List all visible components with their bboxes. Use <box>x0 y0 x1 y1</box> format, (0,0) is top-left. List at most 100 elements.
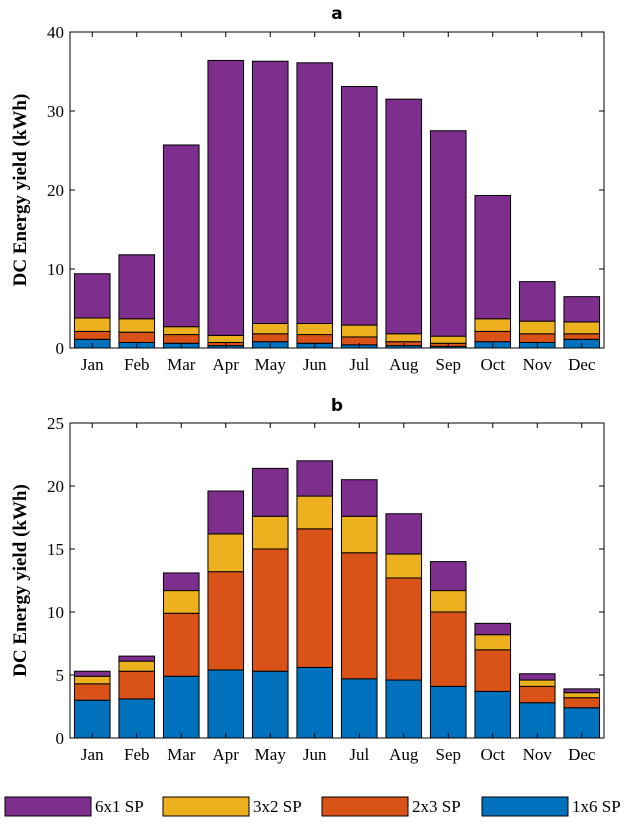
chart-a-bar-apr-3x2-sp <box>207 334 245 343</box>
chart-b-ytick-label: 5 <box>56 666 65 685</box>
legend-label-6x1-sp: 6x1 SP <box>95 797 144 816</box>
chart-a-xtick-label: Jun <box>303 355 327 374</box>
chart-b-bar-oct-3x2-sp <box>474 634 512 651</box>
chart-a-bar-oct-2x3-sp <box>474 330 512 343</box>
chart-b-xtick-label: Jul <box>349 745 369 764</box>
chart-a-bar-jun-6x1-sp <box>296 62 334 325</box>
chart-b-bar-dec-3x2-sp <box>563 692 601 699</box>
chart-b-bar-jan-1x6-sp <box>73 699 111 739</box>
chart-a-xtick-label: Aug <box>389 355 419 374</box>
chart-a-xtick-label: Sep <box>436 355 462 374</box>
chart-b-bar-jun-2x3-sp <box>296 528 334 668</box>
chart-a: a DC Energy yield (kWh) 0 10 20 30 40 Jan Feb Mar… <box>10 4 605 374</box>
chart-a-ytick-label: 30 <box>47 102 64 121</box>
chart-a-bar-oct-6x1-sp <box>474 195 512 320</box>
chart-b-bar-aug-1x6-sp <box>385 679 423 739</box>
chart-b-bars <box>73 460 601 739</box>
chart-b-bar-sep-3x2-sp <box>429 590 467 613</box>
chart-b-bar-jan-6x1-sp <box>73 670 111 677</box>
chart-a-bar-sep-6x1-sp <box>429 130 467 337</box>
chart-b-bar-jan-2x3-sp <box>73 683 111 701</box>
chart-a-ytick-label: 0 <box>56 339 65 358</box>
chart-a-ytick-label: 40 <box>47 23 64 42</box>
chart-b-xtick-label: May <box>255 745 287 764</box>
chart-b-axes-box <box>69 422 605 739</box>
chart-a-bar-mar-2x3-sp <box>162 334 200 344</box>
chart-a-xtick-label: Oct <box>480 355 505 374</box>
chart-b-bar-apr-1x6-sp <box>207 669 245 739</box>
chart-b-ytick-label: 0 <box>56 729 65 748</box>
chart-b-bar-sep-2x3-sp <box>429 611 467 687</box>
chart-a-ytick-label: 10 <box>47 260 64 279</box>
chart-a-bar-aug-3x2-sp <box>385 333 423 343</box>
chart-b-bar-may-6x1-sp <box>251 467 289 517</box>
chart-b-xtick-label: Sep <box>436 745 462 764</box>
chart-a-bar-nov-6x1-sp <box>518 281 556 322</box>
chart-a-bar-jul-6x1-sp <box>340 86 378 326</box>
chart-b-bar-feb-3x2-sp <box>118 660 156 672</box>
chart-b-bar-sep-1x6-sp <box>429 685 467 739</box>
chart-a-bar-mar-6x1-sp <box>162 144 200 328</box>
chart-b-bar-nov-2x3-sp <box>518 685 556 704</box>
chart-a-bar-sep-3x2-sp <box>429 335 467 344</box>
chart-b-bar-dec-2x3-sp <box>563 697 601 709</box>
chart-a-bar-jul-3x2-sp <box>340 324 378 338</box>
legend-swatch-6x1-sp <box>4 796 92 817</box>
chart-b-xtick-label: Feb <box>124 745 150 764</box>
chart-a-bar-nov-3x2-sp <box>518 320 556 335</box>
chart-b-bar-apr-3x2-sp <box>207 533 245 573</box>
chart-b-bar-jul-3x2-sp <box>340 515 378 554</box>
chart-b-bar-oct-6x1-sp <box>474 622 512 636</box>
chart-b-bar-mar-3x2-sp <box>162 590 200 614</box>
chart-b-bar-nov-3x2-sp <box>518 679 556 687</box>
chart-b-bar-apr-6x1-sp <box>207 490 245 535</box>
chart-b-bar-oct-2x3-sp <box>474 649 512 692</box>
chart-b-bar-jul-2x3-sp <box>340 552 378 680</box>
chart-b-bar-mar-6x1-sp <box>162 572 200 592</box>
chart-b-ytick-label: 15 <box>47 540 64 559</box>
legend-label-3x2-sp: 3x2 SP <box>253 797 302 816</box>
chart-b-bar-jul-1x6-sp <box>340 678 378 739</box>
legend-label-1x6-sp: 1x6 SP <box>572 797 621 816</box>
chart-b-bar-aug-3x2-sp <box>385 553 423 579</box>
chart-a-bar-dec-2x3-sp <box>563 333 601 340</box>
chart-b-xtick-label: Aug <box>389 745 419 764</box>
chart-a-xtick-label: Dec <box>568 355 596 374</box>
chart-a-bar-jan-2x3-sp <box>73 330 111 340</box>
chart-a-bar-mar-3x2-sp <box>162 326 200 336</box>
chart-b-title: b <box>331 396 343 416</box>
chart-b-bar-may-3x2-sp <box>251 515 289 550</box>
chart-a-bar-may-6x1-sp <box>251 60 289 325</box>
chart-a-bar-jan-3x2-sp <box>73 317 111 332</box>
legend-label-2x3-sp: 2x3 SP <box>412 797 461 816</box>
chart-b-bar-apr-2x3-sp <box>207 571 245 671</box>
chart-b-bar-jul-6x1-sp <box>340 479 378 517</box>
chart-b-bar-dec-6x1-sp <box>563 688 601 694</box>
chart-b-xtick-label: Mar <box>167 745 196 764</box>
chart-b-bar-jun-1x6-sp <box>296 666 334 739</box>
chart-b-bar-feb-6x1-sp <box>118 655 156 662</box>
legend-swatch-1x6-sp <box>481 796 569 817</box>
chart-b-bar-jun-3x2-sp <box>296 495 334 530</box>
chart-a-bar-jun-2x3-sp <box>296 334 334 344</box>
chart-b-bar-nov-6x1-sp <box>518 673 556 681</box>
chart-b-ytick-label: 25 <box>47 414 64 433</box>
chart-b-bar-jan-3x2-sp <box>73 675 111 685</box>
chart-a-bar-feb-3x2-sp <box>118 318 156 333</box>
chart-a-bar-jan-6x1-sp <box>73 273 111 319</box>
chart-a-xtick-label: Jul <box>349 355 369 374</box>
chart-b-bar-sep-6x1-sp <box>429 561 467 592</box>
chart-a-bar-may-3x2-sp <box>251 323 289 335</box>
chart-a-xtick-label: Feb <box>124 355 150 374</box>
chart-b-ylabel: DC Energy yield (kWh) <box>10 484 31 677</box>
chart-b-bar-nov-1x6-sp <box>518 702 556 739</box>
chart-b-bar-mar-1x6-sp <box>162 675 200 739</box>
chart-b-bar-feb-2x3-sp <box>118 670 156 700</box>
chart-a-bar-feb-6x1-sp <box>118 254 156 320</box>
chart-b-xtick-label: Jun <box>303 745 327 764</box>
chart-a-title: a <box>331 4 342 24</box>
chart-a-bar-may-2x3-sp <box>251 333 289 343</box>
chart-b-bar-mar-2x3-sp <box>162 612 200 677</box>
chart-a-ytick-label: 20 <box>47 181 64 200</box>
